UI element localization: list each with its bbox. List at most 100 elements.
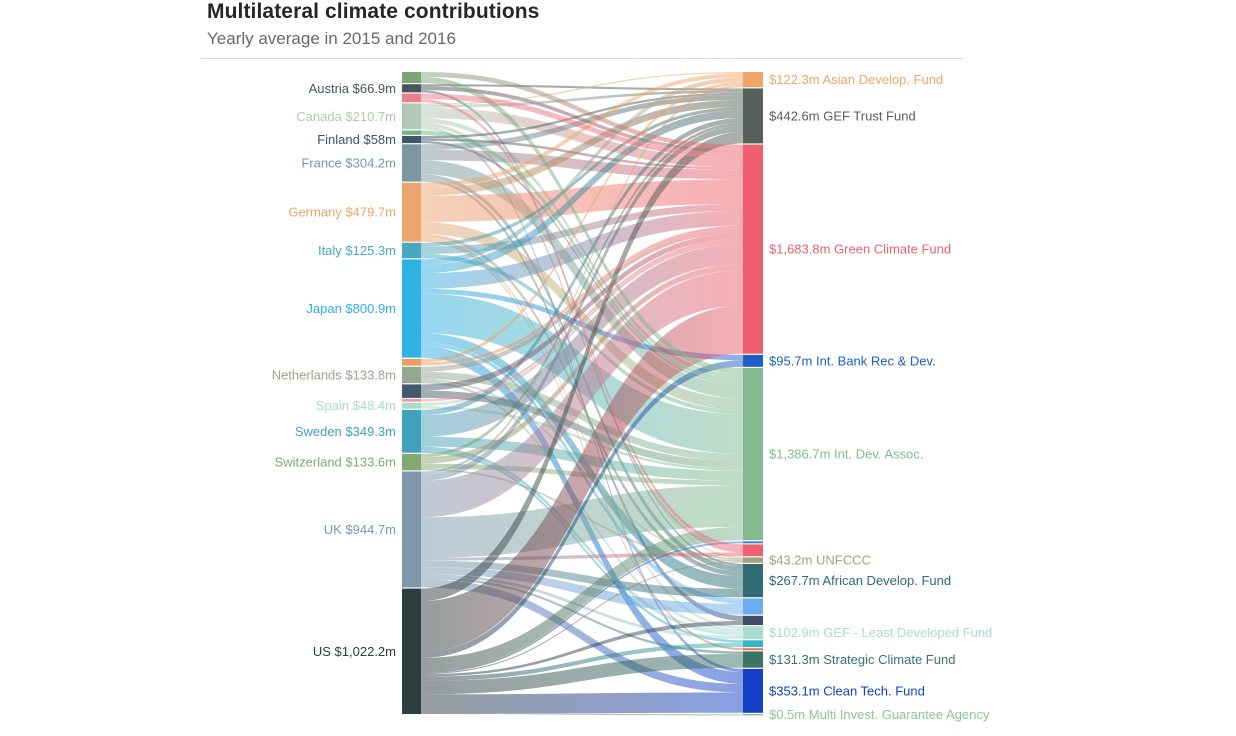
sankey-link-finland-gef[interactable] <box>421 92 743 139</box>
sankey-link-japan-adf[interactable] <box>421 77 743 265</box>
sankey-node-r-unk2[interactable] <box>743 544 763 557</box>
sankey-node-netherlands[interactable] <box>402 366 421 384</box>
sankey-link-uk-gcf[interactable] <box>421 270 743 518</box>
sankey-link-finland-gcf[interactable] <box>421 138 743 170</box>
sankey-node-france[interactable] <box>402 144 421 182</box>
sankey-node-italy[interactable] <box>402 242 421 259</box>
sankey-link-us-r-unk1[interactable] <box>421 541 743 673</box>
sankey-node-ctf[interactable] <box>743 668 763 713</box>
sankey-node-label-france: France $304.2m <box>301 155 396 170</box>
sankey-node-gcf[interactable] <box>743 144 763 354</box>
sankey-link-l-unk4-gcf[interactable] <box>421 225 743 366</box>
sankey-link-japan-ida[interactable] <box>421 293 743 454</box>
sankey-link-us-ctf[interactable] <box>421 692 743 714</box>
sankey-node-l-unk4[interactable] <box>402 358 421 366</box>
sankey-link-uk-r-unk2[interactable] <box>421 552 743 561</box>
sankey-node-uk[interactable] <box>402 471 421 588</box>
sankey-node-scf[interactable] <box>743 651 763 668</box>
sankey-node-label-gef: $442.6m GEF Trust Fund <box>769 108 916 123</box>
sankey-node-us[interactable] <box>402 588 421 714</box>
sankey-link-us-ibrd[interactable] <box>421 360 743 658</box>
sankey-node-japan[interactable] <box>402 259 421 358</box>
sankey-link-l-unk3-ida[interactable] <box>421 130 743 383</box>
sankey-node-switzerland[interactable] <box>402 453 421 471</box>
sankey-node-l-unk5[interactable] <box>402 384 421 398</box>
sankey-link-uk-r-unk3[interactable] <box>421 567 743 615</box>
sankey-link-austria-afdf[interactable] <box>421 90 743 567</box>
sankey-link-uk-ctf[interactable] <box>421 579 743 693</box>
sankey-link-italy-gcf[interactable] <box>421 204 743 254</box>
sankey-node-sweden[interactable] <box>402 409 421 453</box>
sankey-node-ida[interactable] <box>743 368 763 541</box>
sankey-link-us-r-unk4[interactable] <box>421 621 743 677</box>
sankey-link-us-gcf[interactable] <box>421 305 743 652</box>
sankey-link-france-gef[interactable] <box>421 95 743 150</box>
sankey-link-us-r-unk5[interactable] <box>421 642 743 681</box>
sankey-node-label-unfccc: $43.2m UNFCCC <box>769 553 871 568</box>
sankey-node-l-unk6[interactable] <box>402 399 421 402</box>
sankey-node-unfccc[interactable] <box>743 557 763 563</box>
sankey-link-germany-r-unk6[interactable] <box>421 239 743 651</box>
sankey-link-uk-ida[interactable] <box>421 485 743 558</box>
sankey-link-germany-adf[interactable] <box>421 73 743 188</box>
sankey-link-canada-gef[interactable] <box>421 90 743 108</box>
sankey-link-germany-ida[interactable] <box>421 222 743 410</box>
sankey-link-l-unk1-ida[interactable] <box>421 76 743 375</box>
sankey-node-miga[interactable] <box>743 713 763 716</box>
sankey-node-r-unk5[interactable] <box>743 640 763 648</box>
sankey-node-r-unk6[interactable] <box>743 648 763 651</box>
sankey-node-l-unk2[interactable] <box>402 93 421 103</box>
sankey-node-adf[interactable] <box>743 72 763 88</box>
sankey-node-gefldf[interactable] <box>743 626 763 640</box>
sankey-node-label-germany: Germany $479.7m <box>288 205 396 220</box>
sankey-link-sweden-gef[interactable] <box>421 118 743 416</box>
sankey-node-afdf[interactable] <box>743 564 763 598</box>
sankey-link-us-unfccc[interactable] <box>421 561 743 675</box>
sankey-link-finland-ida[interactable] <box>421 140 743 385</box>
sankey-link-italy-gef[interactable] <box>421 107 743 247</box>
sankey-link-spain-ida[interactable] <box>421 406 743 471</box>
sankey-link-japan-gcf[interactable] <box>421 210 743 289</box>
sankey-node-finland[interactable] <box>402 136 421 144</box>
sankey-node-gef[interactable] <box>743 88 763 144</box>
sankey-node-label-afdf: $267.7m African Develop. Fund <box>769 573 951 588</box>
sankey-node-spain[interactable] <box>402 402 421 409</box>
sankey-link-germany-gefldf[interactable] <box>421 237 743 630</box>
sankey-link-l-unk1-gcf[interactable] <box>421 72 743 150</box>
sankey-node-r-unk4[interactable] <box>743 615 763 626</box>
sankey-node-label-gefldf: $102.9m GEF - Least Developed Fund <box>769 625 992 640</box>
sankey-link-l-unk2-r-unk2[interactable] <box>421 99 743 549</box>
sankey-node-r-unk3[interactable] <box>743 598 763 615</box>
sankey-link-l-unk2-gcf[interactable] <box>421 93 743 158</box>
sankey-link-canada-adf[interactable] <box>421 72 743 105</box>
sankey-link-uk-gef[interactable] <box>421 125 743 481</box>
sankey-node-canada[interactable] <box>402 103 421 130</box>
sankey-node-l-unk1[interactable] <box>402 72 421 83</box>
sankey-link-uk-adf[interactable] <box>421 84 743 475</box>
sankey-link-l-unk4-adf[interactable] <box>421 81 743 363</box>
sankey-node-label-austria: Austria $66.9m <box>309 81 396 96</box>
sankey-link-japan-gef[interactable] <box>421 110 743 274</box>
sankey-link-us-miga[interactable] <box>421 713 743 716</box>
sankey-node-austria[interactable] <box>402 84 421 93</box>
sankey-link-l-unk5-gcf[interactable] <box>421 233 743 391</box>
sankey-node-l-unk3[interactable] <box>402 130 421 135</box>
sankey-link-germany-gef[interactable] <box>421 99 743 196</box>
sankey-node-ibrd[interactable] <box>743 354 763 367</box>
sankey-link-us-gef[interactable] <box>421 132 743 602</box>
sankey-link-us-scf[interactable] <box>421 653 743 695</box>
header-divider <box>201 58 963 59</box>
sankey-link-l-unk5-ida[interactable] <box>421 390 743 469</box>
sankey-link-uk-scf[interactable] <box>421 576 743 654</box>
sankey-link-netherlands-ida[interactable] <box>421 371 743 462</box>
sankey-link-austria-gcf[interactable] <box>421 86 743 153</box>
sankey-link-uk-afdf[interactable] <box>421 560 743 598</box>
sankey-link-us-ida[interactable] <box>421 526 743 672</box>
sankey-link-l-unk6-gcf[interactable] <box>421 238 743 402</box>
sankey-link-sweden-r-unk5[interactable] <box>421 450 743 643</box>
sankey-node-germany[interactable] <box>402 182 421 242</box>
sankey-node-r-unk1[interactable] <box>743 541 763 544</box>
sankey-link-switzerland-gef[interactable] <box>421 122 743 458</box>
sankey-link-sweden-gcf[interactable] <box>421 244 743 437</box>
